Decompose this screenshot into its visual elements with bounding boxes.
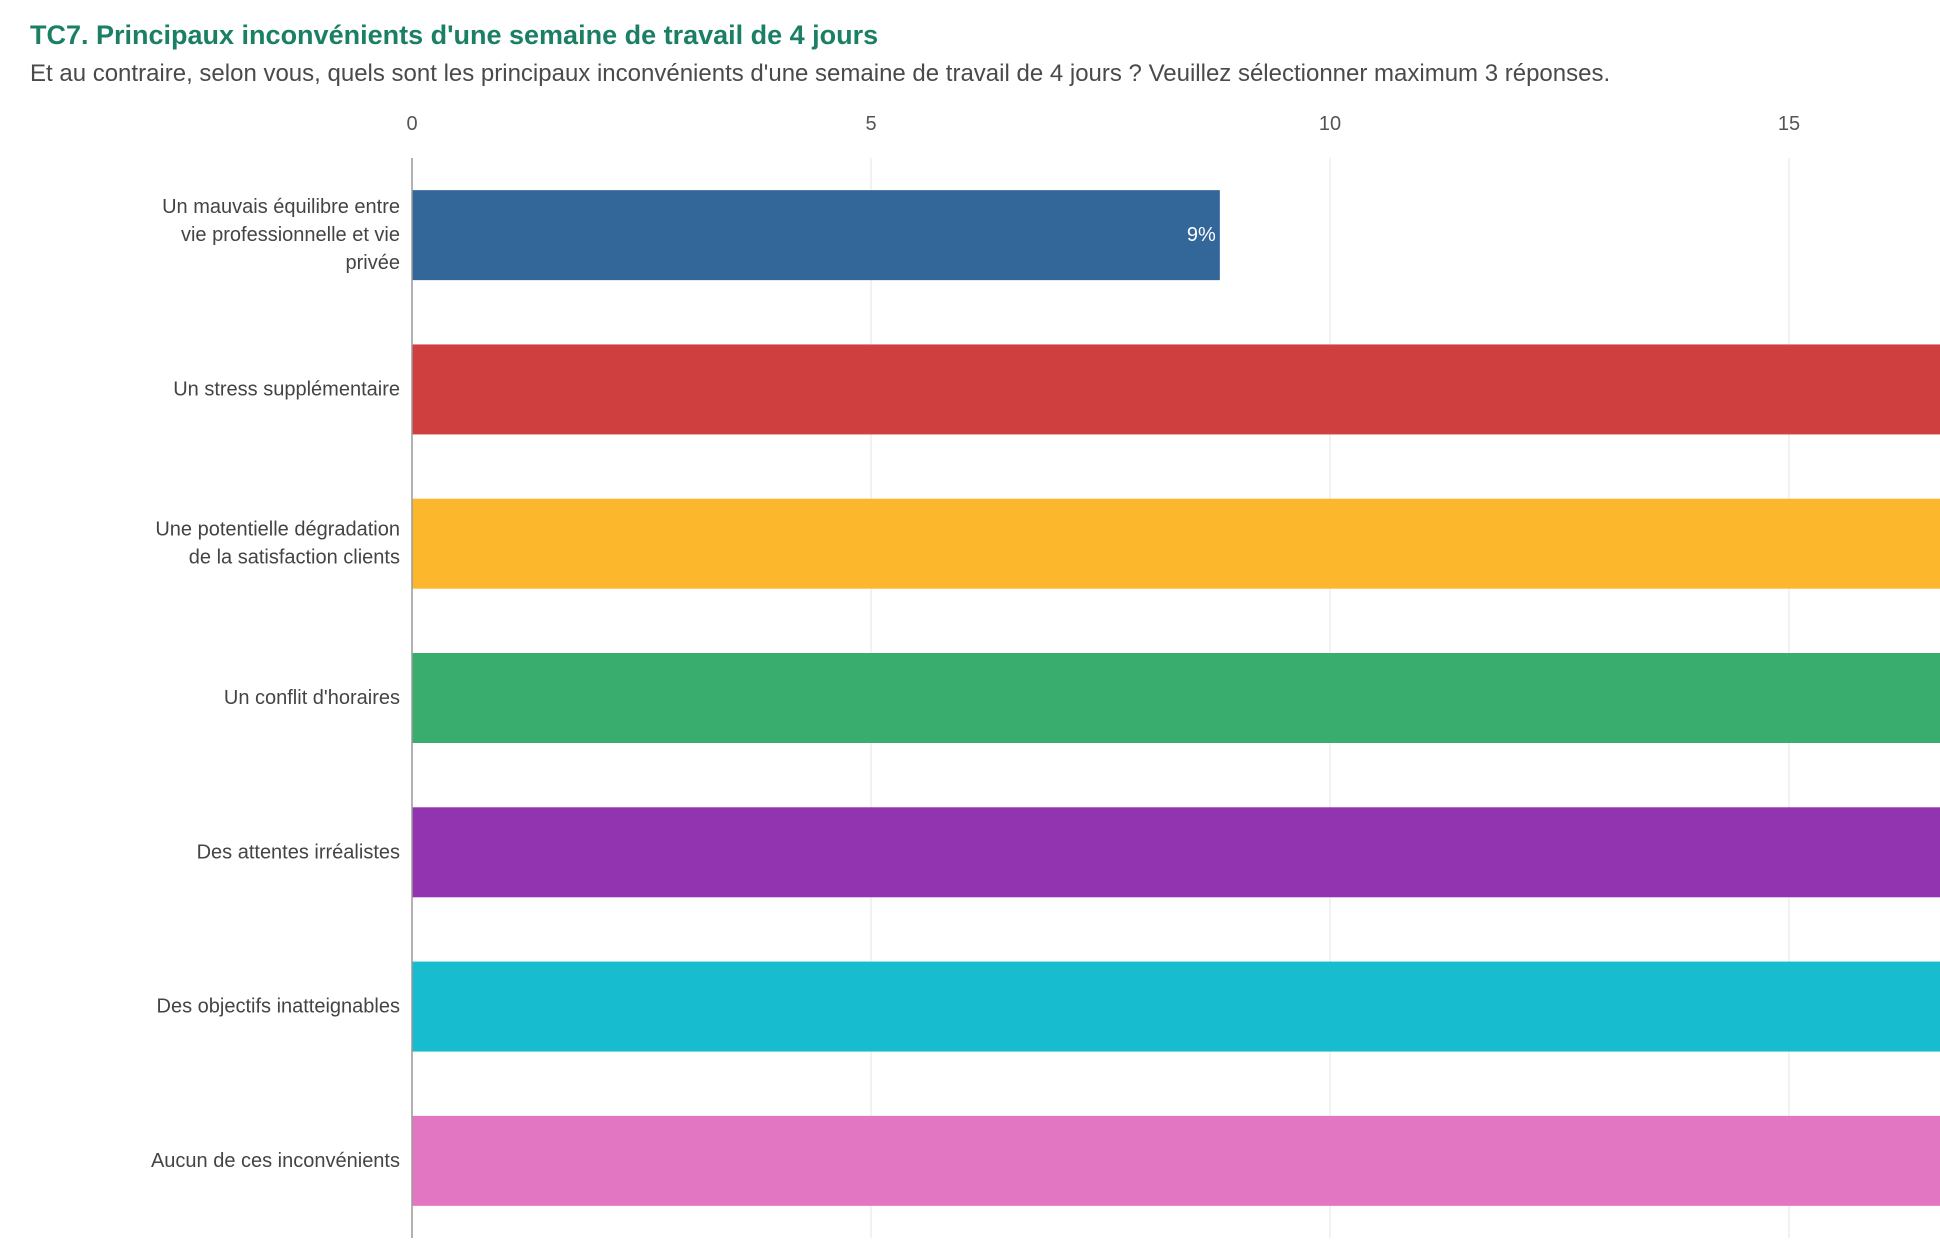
category-label: Une potentielle dégradation <box>155 519 400 541</box>
bar <box>412 190 1220 281</box>
bar <box>412 961 1940 1052</box>
chart-subtitle: Et au contraire, selon vous, quels sont … <box>30 60 1611 87</box>
x-tick-label: 10 <box>1319 113 1341 135</box>
bars <box>412 190 1940 1206</box>
category-label: Aucun de ces inconvénients <box>151 1150 400 1172</box>
x-axis-ticks: 051015202530 <box>406 113 1800 135</box>
x-tick-label: 5 <box>865 113 876 135</box>
category-label: de la satisfaction clients <box>189 547 400 569</box>
x-tick-label: 0 <box>406 113 417 135</box>
category-label: vie professionnelle et vie <box>181 224 400 246</box>
bar <box>412 807 1940 898</box>
x-tick-label: 15 <box>1778 113 1800 135</box>
bar <box>412 653 1940 743</box>
data-label: 9% <box>1187 224 1216 246</box>
value-labels: 9%21%18%32%26%26%28% <box>1187 224 1216 246</box>
category-label: privée <box>346 252 400 274</box>
chart-title: TC7. Principaux inconvénients d'une sema… <box>30 20 879 50</box>
category-label: Des objectifs inatteignables <box>157 996 400 1018</box>
category-labels: Un mauvais équilibre entre vie profession… <box>151 196 400 1172</box>
category-label: Un mauvais équilibre entre <box>162 196 400 218</box>
category-label: Un conflit d'horaires <box>224 687 400 709</box>
bar <box>412 1115 1940 1206</box>
category-label: Des attentes irréalistes <box>197 841 400 863</box>
bar <box>412 498 1940 589</box>
bar <box>412 344 1940 435</box>
category-label: Un stress supplémentaire <box>173 378 400 400</box>
